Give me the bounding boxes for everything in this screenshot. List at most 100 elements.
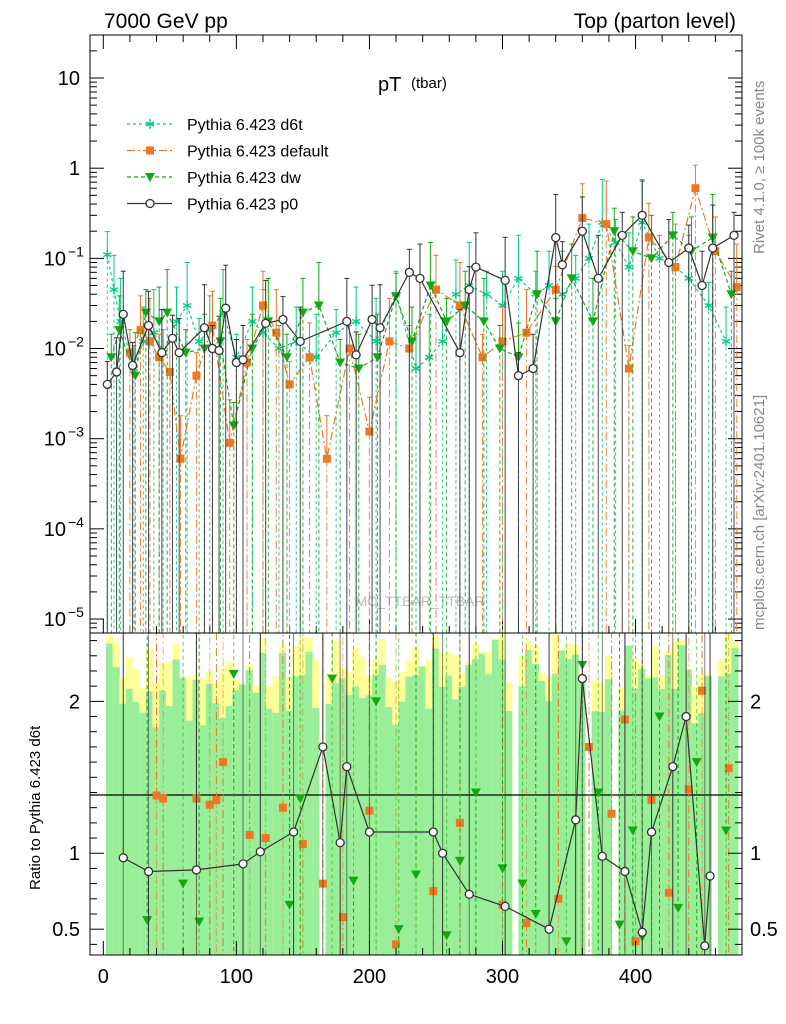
ratio-point bbox=[118, 853, 128, 863]
uncertainty-band-inner bbox=[704, 676, 712, 955]
data-point bbox=[721, 336, 731, 347]
data-point bbox=[704, 300, 714, 311]
data-point bbox=[102, 249, 112, 260]
uncertainty-band-inner bbox=[112, 667, 120, 955]
uncertainty-band-inner bbox=[485, 674, 493, 955]
ratio-point bbox=[342, 762, 352, 772]
legend-item: Pythia 6.423 p0 bbox=[127, 197, 298, 214]
data-point bbox=[684, 243, 694, 253]
data-point bbox=[551, 232, 561, 243]
ratio-series-layer bbox=[118, 633, 733, 955]
ratio-point bbox=[411, 870, 421, 880]
data-point bbox=[194, 336, 204, 347]
data-point bbox=[154, 317, 165, 327]
data-point bbox=[557, 260, 568, 270]
uncertainty-band-inner bbox=[105, 643, 114, 955]
uncertainty-band-inner bbox=[624, 645, 633, 955]
data-point bbox=[106, 353, 117, 363]
data-point bbox=[611, 237, 620, 248]
ratio-point bbox=[295, 794, 306, 804]
ratio-point bbox=[428, 827, 438, 837]
uncertainty-band-inner bbox=[505, 710, 513, 955]
data-point bbox=[260, 318, 271, 329]
ratio-plot: 0.5 0.5 1 1 2 2 0 100 200 300 400 bbox=[52, 632, 778, 988]
data-point bbox=[225, 438, 234, 447]
data-point bbox=[513, 371, 524, 381]
y-tick-label: 10 bbox=[44, 339, 66, 361]
uncertainty-band-inner bbox=[205, 683, 213, 955]
data-point bbox=[351, 350, 361, 360]
ratio-point bbox=[392, 940, 401, 949]
data-point bbox=[305, 353, 314, 362]
y-tick-label: 10 bbox=[44, 429, 66, 451]
uncertainty-band-inner bbox=[312, 707, 320, 955]
ratio-point bbox=[627, 826, 638, 836]
legend-item: Pythia 6.423 dw bbox=[127, 170, 301, 187]
ratio-point bbox=[571, 815, 581, 825]
data-point bbox=[514, 273, 523, 284]
uncertainty-band-inner bbox=[618, 710, 626, 955]
data-point bbox=[664, 257, 674, 268]
data-point bbox=[109, 284, 119, 295]
series-circle bbox=[102, 180, 739, 633]
uncertainty-band-inner bbox=[139, 712, 147, 955]
ratio-point bbox=[593, 788, 604, 798]
data-point bbox=[471, 262, 481, 272]
data-point bbox=[111, 367, 122, 377]
ratio-point bbox=[561, 937, 572, 947]
uncertainty-band-inner bbox=[185, 720, 193, 955]
ratio-point bbox=[681, 711, 691, 722]
ratio-point bbox=[554, 894, 563, 903]
y-tick-label: 10 bbox=[44, 609, 66, 631]
ratio-point bbox=[212, 796, 221, 805]
data-point bbox=[708, 243, 718, 253]
uncertainty-band-inner bbox=[531, 664, 539, 955]
ratio-point bbox=[437, 848, 448, 858]
ratio-series-triangle bbox=[142, 633, 732, 955]
uncertainty-band-inner bbox=[718, 676, 726, 955]
data-point bbox=[199, 323, 210, 333]
ratio-point bbox=[255, 847, 265, 857]
ratio-y-tick-label-right: 0.5 bbox=[750, 919, 778, 941]
ratio-point bbox=[298, 840, 307, 849]
data-point bbox=[460, 301, 471, 311]
legend-label: Pythia 6.423 p0 bbox=[187, 197, 298, 214]
uncertainty-band-inner bbox=[392, 724, 400, 955]
ratio-y-tick-label-right: 1 bbox=[750, 843, 761, 865]
data-point bbox=[528, 363, 538, 374]
y-tick-exponent: −1 bbox=[68, 243, 84, 259]
data-point bbox=[375, 323, 385, 333]
uncertainty-band-inner bbox=[398, 701, 406, 955]
data-point bbox=[278, 314, 288, 325]
uncertainty-band-inner bbox=[145, 691, 154, 955]
data-point bbox=[478, 317, 489, 327]
data-point bbox=[371, 336, 381, 347]
y-tick-exponent: −3 bbox=[68, 424, 84, 440]
legend-item: Pythia 6.423 d6t bbox=[127, 117, 303, 134]
main-series-layer bbox=[102, 164, 741, 633]
data-point bbox=[697, 280, 707, 291]
uncertainty-band-inner bbox=[165, 706, 173, 955]
data-point bbox=[143, 320, 154, 331]
data-point bbox=[691, 184, 700, 193]
uncertainty-band-inner bbox=[478, 653, 486, 955]
ratio-point bbox=[607, 809, 616, 818]
ratio-point bbox=[597, 851, 607, 861]
x-tick-label: 300 bbox=[486, 966, 519, 988]
uncertainty-band-inner bbox=[152, 727, 160, 955]
header-right: Top (parton level) bbox=[574, 10, 736, 33]
y-tick-label: 10 bbox=[58, 68, 80, 90]
data-point bbox=[167, 333, 178, 343]
data-point bbox=[637, 210, 647, 220]
data-point bbox=[331, 327, 341, 338]
ratio-point bbox=[673, 903, 684, 913]
uncertainty-band-inner bbox=[698, 713, 706, 955]
ratio-point bbox=[637, 927, 647, 937]
data-point bbox=[258, 301, 267, 310]
data-point bbox=[532, 290, 543, 300]
ratio-point bbox=[371, 697, 382, 707]
y-tick-exponent: −5 bbox=[68, 604, 84, 620]
data-point bbox=[593, 273, 603, 284]
uncertainty-band-inner bbox=[405, 676, 413, 955]
ratio-point bbox=[191, 865, 202, 875]
